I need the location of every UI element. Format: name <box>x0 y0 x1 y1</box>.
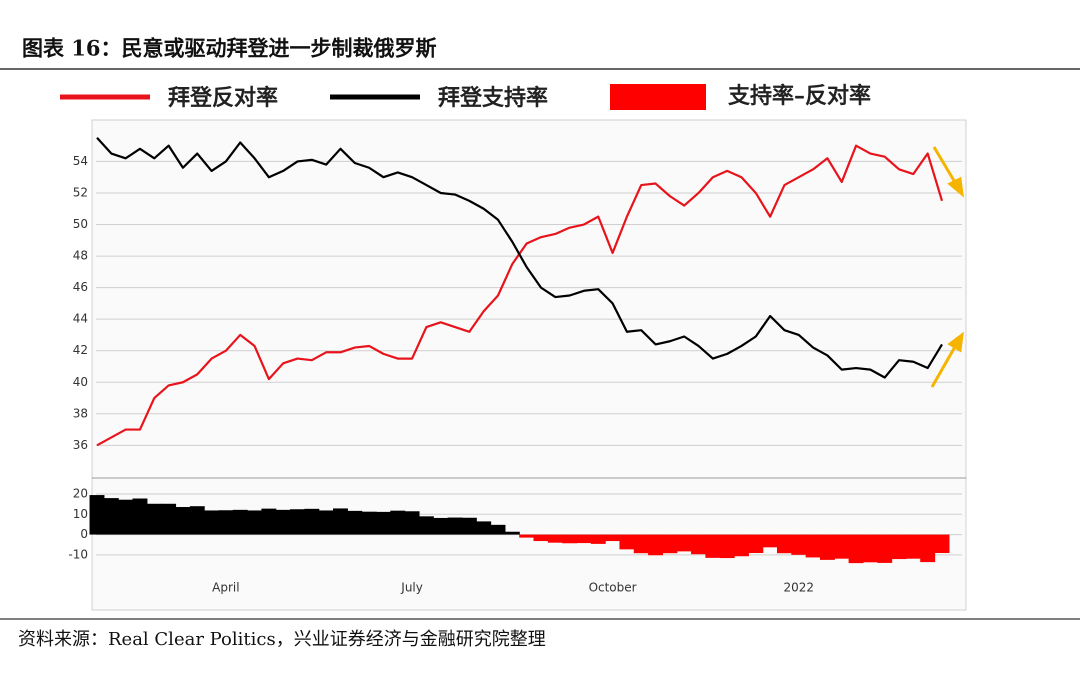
source-note: 资料来源：Real Clear Politics，兴业证券经济与金融研究院整理 <box>18 629 546 650</box>
legend-label: 拜登支持率 <box>438 85 548 111</box>
line-series <box>96 137 943 379</box>
legend-swatch <box>610 84 706 110</box>
bar <box>118 499 134 535</box>
bar <box>848 534 864 564</box>
bar <box>862 534 878 563</box>
y-tick-label: 36 <box>73 438 88 452</box>
y-tick-label: 46 <box>73 280 88 294</box>
y-tick-label: 50 <box>73 217 88 231</box>
x-tick-label: October <box>589 581 637 595</box>
bar <box>476 521 492 535</box>
bar <box>719 534 735 559</box>
bar <box>533 534 549 542</box>
bar <box>189 506 205 535</box>
y-tick-label: -10 <box>68 547 88 561</box>
bar <box>819 534 835 560</box>
bar <box>89 495 105 535</box>
bar <box>132 498 148 535</box>
bar <box>261 508 277 535</box>
bar <box>433 517 449 535</box>
bar <box>877 534 893 563</box>
bar <box>247 510 263 535</box>
bar <box>375 511 391 535</box>
bar <box>404 511 420 535</box>
bar <box>605 534 621 542</box>
bar <box>648 534 664 556</box>
bar <box>776 534 792 554</box>
chart-title: 图表 16：民意或驱动拜登进一步制裁俄罗斯 <box>22 36 437 61</box>
bar <box>891 534 907 560</box>
y-tick-label: 48 <box>73 249 88 263</box>
y-tick-label: 44 <box>73 312 88 326</box>
bar <box>562 534 578 544</box>
y-tick-label: 52 <box>73 185 88 199</box>
x-tick-label: July <box>400 581 423 595</box>
bar <box>290 509 305 535</box>
bar <box>103 498 119 535</box>
bar <box>676 534 692 552</box>
bar <box>347 510 363 535</box>
bar <box>576 534 592 544</box>
bar <box>275 509 291 535</box>
bar <box>633 534 649 554</box>
bar <box>390 510 406 535</box>
bar <box>834 534 850 559</box>
y-tick-label: 40 <box>73 375 88 389</box>
y-tick-label: 42 <box>73 343 88 357</box>
bar <box>175 507 191 535</box>
bar <box>590 534 606 544</box>
bar <box>232 509 248 535</box>
y-tick-label: 54 <box>73 154 88 168</box>
bar <box>748 534 764 553</box>
bar <box>418 516 434 535</box>
y-tick-label: 0 <box>80 527 88 541</box>
bar <box>691 534 706 555</box>
bar <box>447 517 463 535</box>
bar <box>734 534 749 557</box>
bar <box>318 510 334 535</box>
y-tick-label: 38 <box>73 406 88 420</box>
bar <box>619 534 635 550</box>
bar <box>791 534 807 555</box>
trend-arrows <box>930 146 964 388</box>
bar <box>934 534 950 553</box>
bar <box>461 517 477 535</box>
bar <box>805 534 821 558</box>
bar <box>519 534 535 538</box>
bar <box>333 508 348 535</box>
bar <box>905 534 921 559</box>
bar <box>490 524 506 535</box>
bar <box>705 534 721 558</box>
bar <box>662 534 678 554</box>
x-tick-label: April <box>212 581 239 595</box>
bar <box>304 508 320 535</box>
bar <box>361 511 377 535</box>
bar <box>762 534 778 548</box>
y-tick-label: 10 <box>73 507 88 521</box>
bar <box>161 503 177 535</box>
legend-label: 支持率–反对率 <box>728 83 871 109</box>
bar <box>920 534 936 563</box>
bar <box>146 503 162 535</box>
bar <box>547 534 563 543</box>
bar <box>204 510 220 535</box>
bar <box>504 531 520 535</box>
y-tick-label: 20 <box>73 487 88 501</box>
bar <box>218 510 234 535</box>
legend-label: 拜登反对率 <box>168 85 278 111</box>
x-tick-label: 2022 <box>784 581 815 595</box>
